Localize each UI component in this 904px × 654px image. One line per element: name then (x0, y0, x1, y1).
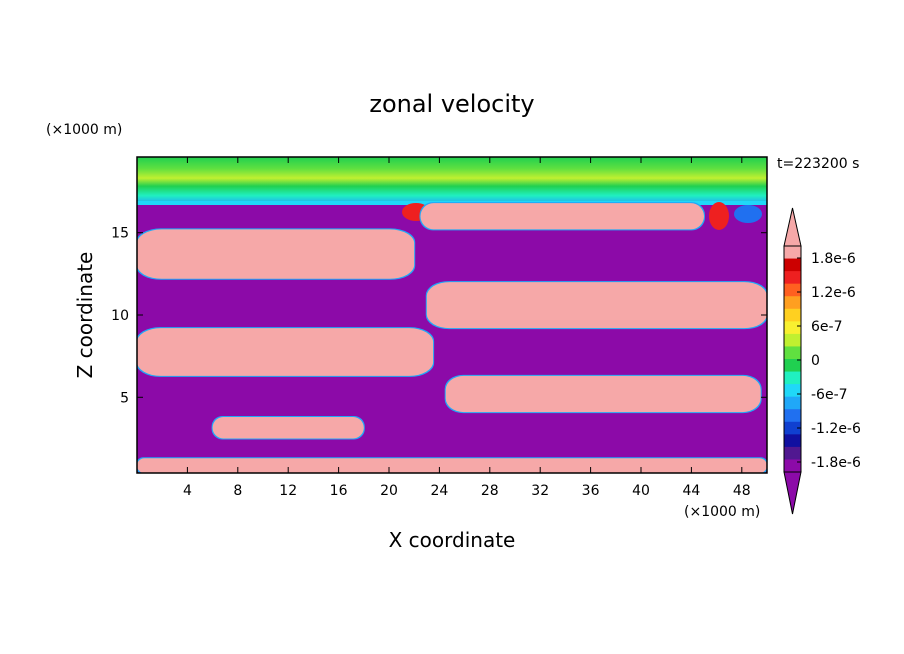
x-tick-label: 40 (632, 483, 650, 499)
colorbar-swatch (784, 409, 801, 423)
colorbar-swatch (784, 246, 801, 260)
positive-region (426, 282, 767, 329)
colorbar-label: 0 (811, 353, 820, 369)
colorbar-swatch (784, 384, 801, 398)
x-tick-label: 16 (330, 483, 348, 499)
cold-spot-right (734, 205, 762, 223)
colorbar-swatch (784, 346, 801, 360)
x-tick-label: 32 (531, 483, 549, 499)
y-tick-label: 15 (111, 226, 129, 242)
x-unit-label: (×1000 m) (684, 504, 760, 520)
colorbar-swatch (784, 283, 801, 297)
colorbar-max-arrow (783, 207, 802, 247)
colorbar-swatch (784, 421, 801, 435)
x-tick-label: 28 (481, 483, 499, 499)
colorbar-swatch (784, 333, 801, 347)
positive-region (212, 417, 364, 439)
positive-region (137, 328, 434, 376)
x-tick-label: 36 (582, 483, 600, 499)
chart-title: zonal velocity (369, 90, 534, 118)
positive-region (137, 229, 415, 279)
x-tick-label: 44 (682, 483, 700, 499)
x-tick-label: 4 (183, 483, 192, 499)
colorbar-swatch (784, 308, 801, 322)
plot-area (137, 157, 767, 473)
x-tick-label: 12 (279, 483, 297, 499)
top-band (137, 157, 767, 204)
colorbar-swatch (784, 396, 801, 410)
positive-region (445, 375, 761, 413)
x-tick-label: 20 (380, 483, 398, 499)
colorbar-swatch (784, 434, 801, 448)
colorbar-swatch (784, 459, 801, 473)
colorbar-min-arrow (783, 471, 802, 515)
y-tick-label: 5 (120, 390, 129, 406)
colorbar-swatch (784, 371, 801, 385)
colorbar-swatch (784, 359, 801, 373)
colorbar-label: 1.8e-6 (811, 251, 856, 267)
colorbar-swatch (784, 258, 801, 272)
colorbar-label: -6e-7 (811, 387, 848, 403)
colorbar-swatch (784, 446, 801, 460)
colorbar: 1.8e-6 1.2e-6 6e-7 0 -6e-7 -1.2e-6 -1.8e-6 (783, 207, 861, 515)
colorbar-label: 1.2e-6 (811, 285, 856, 301)
y-unit-label: (×1000 m) (46, 122, 122, 138)
y-axis-label: Z coordinate (73, 252, 97, 379)
y-tick-label: 10 (111, 308, 129, 324)
positive-region (137, 458, 767, 473)
hot-spot-right (709, 202, 729, 230)
x-tick-label: 48 (733, 483, 751, 499)
colorbar-swatch (784, 321, 801, 335)
colorbar-label: 6e-7 (811, 319, 842, 335)
colorbar-frame (783, 245, 802, 473)
colorbar-label: -1.8e-6 (811, 455, 861, 471)
x-axis-label: X coordinate (389, 528, 516, 552)
positive-region (420, 203, 704, 230)
x-tick-label: 8 (233, 483, 242, 499)
colorbar-swatch (784, 271, 801, 285)
colorbar-swatch (784, 296, 801, 310)
time-label: t=223200 s (777, 156, 859, 172)
x-tick-label: 24 (430, 483, 448, 499)
colorbar-label: -1.2e-6 (811, 421, 861, 437)
